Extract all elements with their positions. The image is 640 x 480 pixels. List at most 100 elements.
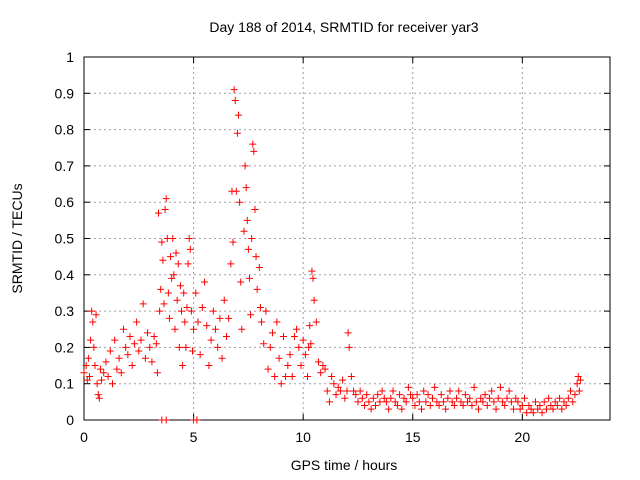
- data-point: [171, 325, 179, 333]
- data-point: [492, 405, 500, 413]
- data-point: [227, 260, 235, 268]
- data-point: [400, 394, 408, 402]
- data-point: [108, 380, 116, 388]
- y-tick-label: 1: [66, 49, 74, 65]
- data-point: [321, 365, 329, 373]
- data-point: [266, 343, 274, 351]
- data-point: [435, 401, 443, 409]
- data-point: [475, 405, 482, 413]
- data-point: [253, 285, 261, 293]
- data-point: [179, 362, 187, 370]
- chart-title: Day 188 of 2014, SRMTID for receiver yar…: [209, 19, 478, 35]
- data-point: [312, 318, 320, 326]
- data-point: [339, 376, 347, 384]
- data-point: [393, 401, 401, 409]
- data-point: [229, 238, 237, 246]
- data-point: [571, 391, 579, 399]
- data-point: [317, 369, 325, 377]
- data-point: [293, 325, 301, 333]
- data-point: [282, 372, 290, 380]
- data-point: [299, 336, 307, 344]
- data-point: [464, 398, 472, 406]
- data-point: [365, 398, 373, 406]
- data-point: [216, 314, 224, 322]
- data-point: [245, 274, 253, 282]
- data-point: [376, 398, 384, 406]
- data-point: [431, 383, 439, 391]
- data-point: [188, 347, 196, 355]
- data-point: [494, 394, 502, 402]
- data-point: [481, 391, 489, 399]
- data-point: [128, 362, 136, 370]
- x-tick-label: 10: [295, 429, 311, 445]
- data-point: [95, 394, 103, 402]
- data-point: [304, 372, 312, 380]
- data-point: [567, 387, 575, 395]
- y-tick-label: 0.6: [55, 194, 75, 210]
- data-point: [556, 394, 564, 402]
- data-point: [233, 129, 241, 137]
- data-point: [472, 398, 480, 406]
- data-point: [187, 307, 195, 315]
- data-point: [507, 398, 515, 406]
- data-point: [170, 271, 178, 279]
- data-point: [391, 398, 399, 406]
- y-tick-label: 0.7: [55, 158, 75, 174]
- data-point: [220, 296, 228, 304]
- data-point: [240, 227, 248, 235]
- data-point: [518, 401, 526, 409]
- data-point: [358, 394, 366, 402]
- data-point: [444, 394, 452, 402]
- data-point: [569, 398, 577, 406]
- data-point: [574, 372, 582, 380]
- data-point: [218, 354, 226, 362]
- data-point: [264, 365, 272, 373]
- data-point: [83, 376, 91, 384]
- data-point: [575, 387, 583, 395]
- data-point: [137, 336, 145, 344]
- data-point: [119, 325, 127, 333]
- data-point: [176, 282, 184, 290]
- data-point: [161, 205, 169, 213]
- data-point: [415, 398, 423, 406]
- data-point: [562, 401, 570, 409]
- data-point: [180, 289, 188, 297]
- data-point: [98, 376, 106, 384]
- data-point: [424, 391, 432, 399]
- data-point: [307, 340, 315, 348]
- data-point: [350, 387, 358, 395]
- data-point: [271, 372, 279, 380]
- data-point: [336, 387, 344, 395]
- data-point: [150, 333, 158, 341]
- data-point: [334, 383, 342, 391]
- data-point: [525, 401, 533, 409]
- data-point: [356, 387, 364, 395]
- data-point: [439, 398, 447, 406]
- y-tick-label: 0.1: [55, 376, 75, 392]
- data-point: [560, 398, 568, 406]
- y-tick-label: 0.8: [55, 122, 75, 138]
- data-point: [186, 245, 194, 253]
- data-point: [157, 285, 165, 293]
- data-point: [88, 307, 96, 315]
- grid: [84, 57, 610, 420]
- data-point: [203, 322, 211, 330]
- data-point: [343, 387, 351, 395]
- data-point: [250, 147, 258, 155]
- data-point: [369, 394, 377, 402]
- data-point: [367, 405, 375, 413]
- data-point: [374, 391, 382, 399]
- y-tick-label: 0.5: [55, 231, 75, 247]
- data-point: [512, 394, 520, 402]
- tick-labels: 00.10.20.30.40.50.60.70.80.910 5 10 15 20: [55, 49, 531, 445]
- data-point: [385, 405, 393, 413]
- data-point: [178, 307, 186, 315]
- data-point: [232, 187, 240, 195]
- data-point: [325, 398, 333, 406]
- data-point: [380, 394, 388, 402]
- y-tick-label: 0.4: [55, 267, 75, 283]
- data-point: [371, 401, 379, 409]
- data-point: [442, 405, 450, 413]
- data-point: [345, 343, 353, 351]
- data-point: [553, 401, 561, 409]
